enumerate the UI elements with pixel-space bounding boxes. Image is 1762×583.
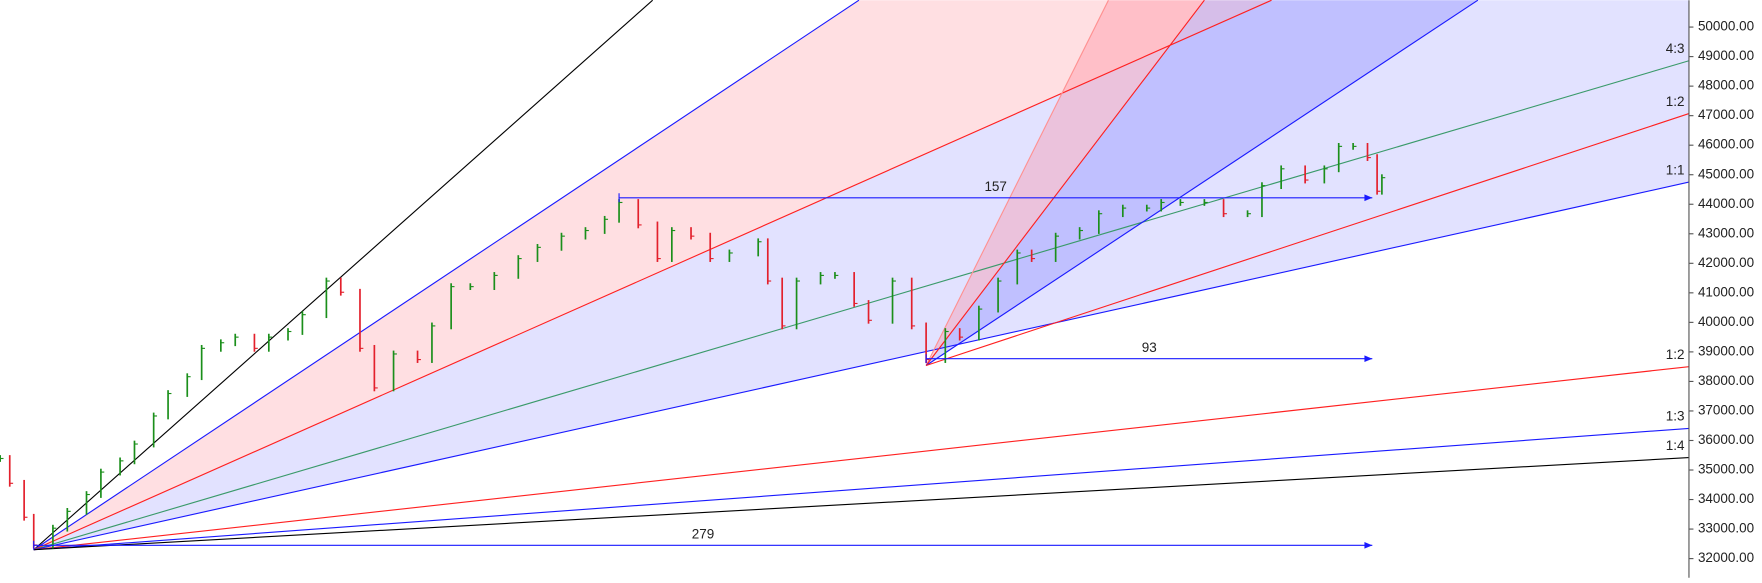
y-tick-label: 38000.00	[1698, 373, 1754, 388]
y-tick-label: 32000.00	[1698, 550, 1754, 565]
y-tick-label: 44000.00	[1698, 196, 1754, 211]
y-tick-label: 40000.00	[1698, 314, 1754, 329]
fan-line	[33, 0, 654, 551]
y-tick-label: 42000.00	[1698, 255, 1754, 270]
axis-panel	[1688, 0, 1762, 578]
fan-line	[925, 113, 1690, 367]
measure-label: 157	[984, 179, 1006, 194]
fan-line	[925, 0, 1205, 366]
measure-label: 279	[692, 527, 714, 542]
y-tick-label: 46000.00	[1698, 137, 1754, 152]
fan-label: 1:3	[1666, 409, 1685, 424]
y-tick-label: 47000.00	[1698, 107, 1754, 122]
fan-line	[33, 60, 1690, 551]
y-tick-label: 48000.00	[1698, 78, 1754, 93]
fan-label: 1:2	[1666, 347, 1685, 362]
fan-line	[33, 0, 860, 551]
y-tick-label: 49000.00	[1698, 48, 1754, 63]
measures: 279 157 93	[33, 179, 1373, 550]
y-tick-label: 39000.00	[1698, 343, 1754, 358]
measure-arrow	[1364, 194, 1373, 202]
y-tick-label: 36000.00	[1698, 432, 1754, 447]
y-tick-label: 43000.00	[1698, 225, 1754, 240]
y-tick-label: 45000.00	[1698, 166, 1754, 181]
price-bars	[0, 143, 1386, 549]
fan-line	[925, 0, 1109, 366]
fan-label: 4:3	[1666, 41, 1685, 56]
y-tick-label: 50000.00	[1698, 19, 1754, 34]
fan-fill	[33, 0, 1689, 550]
measure-label: 93	[1142, 340, 1157, 355]
fan-label: 1:2	[1666, 94, 1685, 109]
y-tick-label: 33000.00	[1698, 521, 1754, 536]
y-tick-label: 37000.00	[1698, 403, 1754, 418]
fan-line	[33, 457, 1689, 551]
fan-line	[33, 0, 1272, 551]
y-tick-label: 34000.00	[1698, 491, 1754, 506]
fan-label: 1:4	[1666, 438, 1685, 453]
fan-line	[33, 181, 1690, 551]
fan-lines: 4:3 1:1 1:2 1:3 1:4 1:2	[33, 0, 1690, 551]
y-tick-label: 35000.00	[1698, 462, 1754, 477]
fan-line	[925, 0, 1479, 366]
y-axis: 32000.00 33000.00 34000.00 35000.00 36000.00…	[1688, 19, 1754, 565]
y-tick-label: 41000.00	[1698, 284, 1754, 299]
measure-arrow	[1364, 355, 1373, 363]
measure-arrow	[1364, 541, 1373, 549]
fan-label: 1:1	[1666, 162, 1685, 177]
fan-line	[33, 427, 1689, 551]
fan-line	[33, 366, 1690, 551]
